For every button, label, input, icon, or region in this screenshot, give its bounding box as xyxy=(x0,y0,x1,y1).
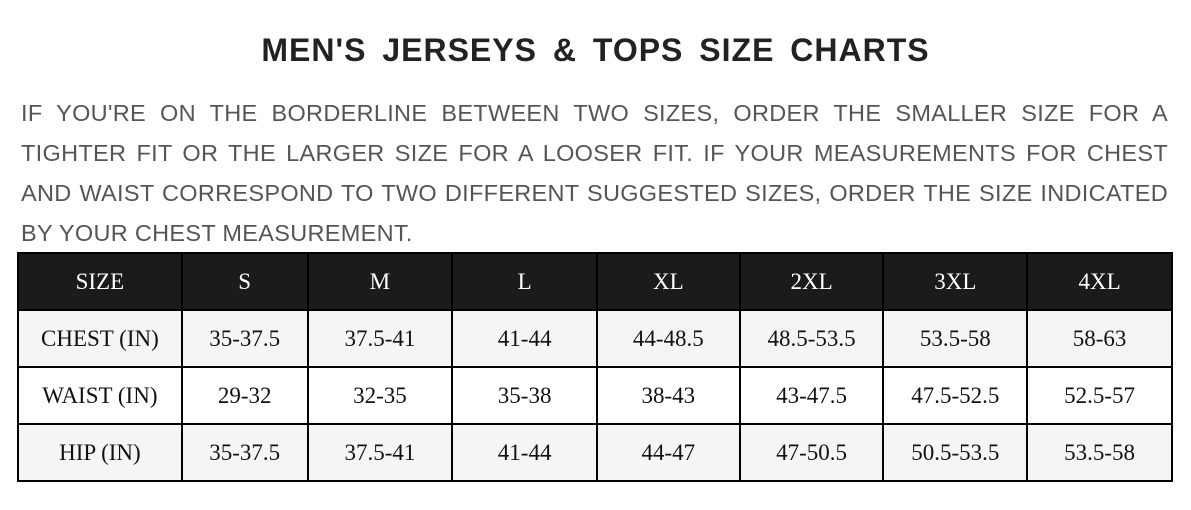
table-cell: 32-35 xyxy=(306,366,454,425)
column-header: M xyxy=(306,252,454,311)
column-header: XL xyxy=(595,252,741,311)
table-cell: 37.5-41 xyxy=(306,423,454,482)
table-cell: 47.5-52.5 xyxy=(882,366,1029,425)
table-cell: 44-48.5 xyxy=(595,309,741,368)
table-cell: 50.5-53.5 xyxy=(882,423,1029,482)
row-label: HIP (IN) xyxy=(17,423,183,482)
table-cell: 53.5-58 xyxy=(1026,423,1173,482)
table-cell: 48.5-53.5 xyxy=(738,309,885,368)
table-row: CHEST (IN) 35-37.5 37.5-41 41-44 44-48.5 48.5… xyxy=(17,309,1173,368)
table-cell: 43-47.5 xyxy=(738,366,885,425)
table-row: WAIST (IN) 29-32 32-35 35-38 38-43 43-47.5 47.… xyxy=(17,366,1173,425)
row-label: WAIST (IN) xyxy=(17,366,183,425)
column-header: S xyxy=(180,252,309,311)
table-cell: 47-50.5 xyxy=(738,423,885,482)
table-header-row: SIZE S M L XL 2XL 3XL 4XL xyxy=(17,252,1173,311)
column-header: L xyxy=(451,252,598,311)
table-cell: 52.5-57 xyxy=(1026,366,1173,425)
row-label: CHEST (IN) xyxy=(17,309,183,368)
size-chart-table: SIZE S M L XL 2XL 3XL 4XL CHEST (IN) 35-37.5 37.5… xyxy=(17,252,1173,482)
table-cell: 37.5-41 xyxy=(306,309,454,368)
table-cell: 38-43 xyxy=(595,366,741,425)
table-cell: 35-37.5 xyxy=(180,423,309,482)
table-cell: 29-32 xyxy=(180,366,309,425)
sizing-note: IF YOU'RE ON THE BORDERLINE BETWEEN TWO … xyxy=(21,100,1168,246)
page-title: MEN'S JERSEYS & TOPS SIZE CHARTS xyxy=(261,32,930,68)
column-header: 4XL xyxy=(1026,252,1173,311)
table-cell: 58-63 xyxy=(1026,309,1173,368)
table-cell: 35-38 xyxy=(451,366,598,425)
table-cell: 53.5-58 xyxy=(882,309,1029,368)
table-cell: 41-44 xyxy=(451,423,598,482)
table-cell: 35-37.5 xyxy=(180,309,309,368)
table-cell: 44-47 xyxy=(595,423,741,482)
table-row: HIP (IN) 35-37.5 37.5-41 41-44 44-47 47-50.5 5… xyxy=(17,423,1173,482)
column-header: SIZE xyxy=(17,252,183,311)
column-header: 2XL xyxy=(738,252,885,311)
table-cell: 41-44 xyxy=(451,309,598,368)
column-header: 3XL xyxy=(882,252,1029,311)
